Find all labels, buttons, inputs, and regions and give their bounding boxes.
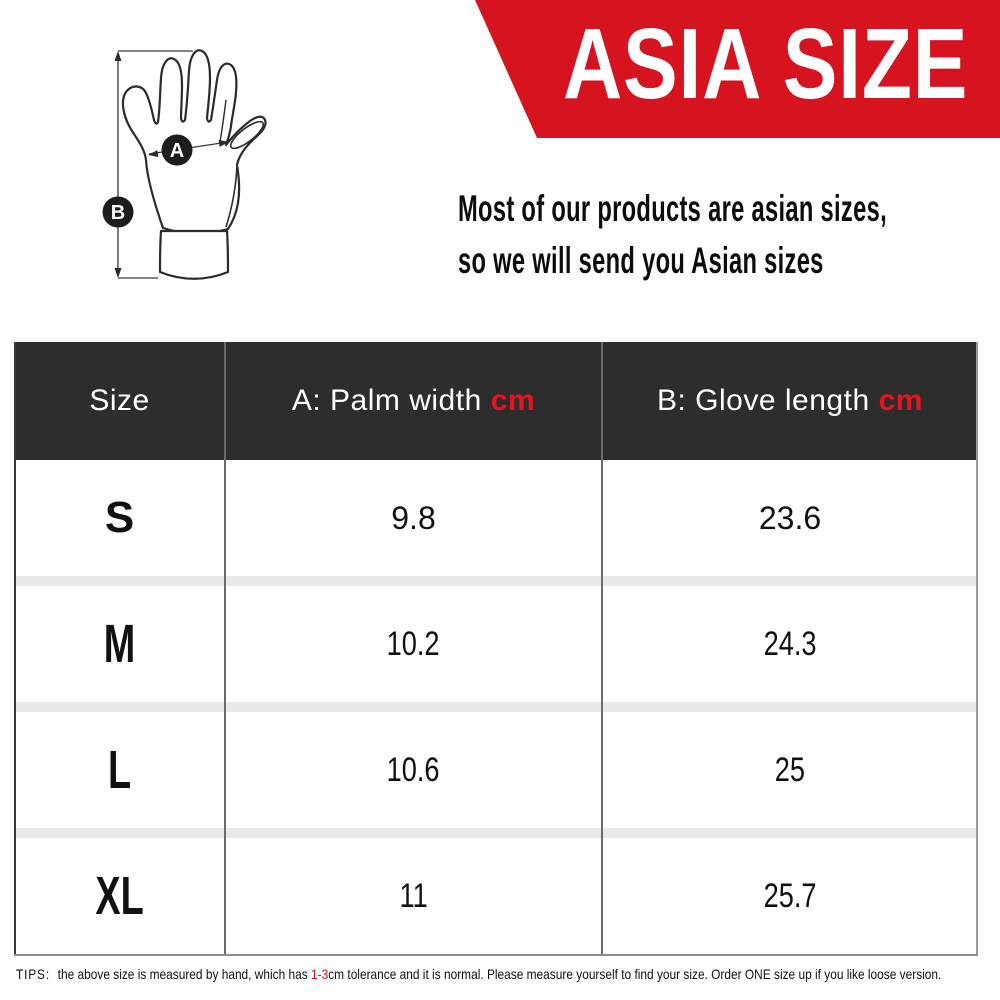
size-value: S xyxy=(104,493,135,542)
size-table: Size A: Palm width cm B: Glove length cm… xyxy=(14,342,978,956)
badge-b-label: B xyxy=(111,202,125,224)
palm-value: 10.2 xyxy=(387,624,440,663)
palm-value: 11 xyxy=(399,876,428,915)
glove-cuff xyxy=(158,229,230,280)
column-divider-2 xyxy=(601,342,603,954)
asia-size-banner: ASIA SIZE xyxy=(475,0,1000,138)
row-separator xyxy=(14,828,978,838)
badge-a-circle xyxy=(161,134,193,166)
tips-text-after: cm tolerance and it is normal. Please me… xyxy=(328,966,942,982)
header-length-unit: cm xyxy=(878,384,923,417)
arrow-down xyxy=(114,268,122,278)
palm-seam xyxy=(225,165,238,228)
row-separator xyxy=(14,576,978,586)
arrow-up xyxy=(114,51,122,61)
length-value: 25 xyxy=(774,750,806,789)
header-palm: A: Palm width cm xyxy=(225,342,602,460)
thumb-seam xyxy=(229,120,265,150)
palm-cell: 11 xyxy=(225,838,602,954)
palm-cell: 10.6 xyxy=(225,712,602,828)
size-value: XL xyxy=(95,866,144,926)
size-cell: XL xyxy=(14,838,225,954)
header-length-label: B: Glove length xyxy=(657,384,870,417)
table-border-left xyxy=(14,342,16,954)
table-row-m: M 10.2 24.3 xyxy=(14,586,978,702)
intro-line-1: Most of our products are asian sizes, xyxy=(458,188,887,229)
intro-text: Most of our products are asian sizes, so… xyxy=(458,183,998,287)
palm-value: 9.8 xyxy=(391,499,436,536)
intro-line-2: so we will send you Asian sizes xyxy=(458,240,824,281)
header-size: Size xyxy=(14,342,225,460)
header-palm-label: A: Palm width xyxy=(291,384,482,417)
tips-text-before: the above size is measured by hand, whic… xyxy=(57,966,312,982)
size-cell: M xyxy=(14,586,225,702)
header-palm-unit: cm xyxy=(490,384,536,417)
glove-length-line xyxy=(117,50,193,279)
size-value: M xyxy=(103,614,136,674)
tips-label: TIPS: xyxy=(16,966,51,982)
table-row-s: S 9.8 23.6 xyxy=(14,460,978,576)
column-divider-1 xyxy=(224,342,226,954)
table-header: Size A: Palm width cm B: Glove length cm xyxy=(14,342,978,460)
palm-cell: 10.2 xyxy=(225,586,602,702)
header-length: B: Glove length cm xyxy=(602,342,978,460)
tips-note: TIPS: the above size is measured by hand,… xyxy=(16,966,1000,982)
table-border-right xyxy=(976,342,978,954)
tips-highlight: 1-3 xyxy=(311,966,329,982)
glove-diagram: A B xyxy=(102,49,267,280)
length-value: 25.7 xyxy=(763,876,817,915)
table-row-xl: XL 11 25.7 xyxy=(14,838,978,954)
arrow-left xyxy=(148,150,159,157)
header-size-label: Size xyxy=(89,384,150,417)
palm-value: 10.6 xyxy=(387,750,440,789)
table-row-l: L 10.6 25 xyxy=(14,712,978,828)
size-cell: S xyxy=(14,460,225,576)
length-cell: 23.6 xyxy=(602,460,978,576)
glove-outline xyxy=(121,49,267,235)
row-separator xyxy=(14,702,978,712)
arrow-right xyxy=(218,139,229,147)
badge-b-circle xyxy=(102,196,134,228)
size-cell: L xyxy=(14,712,225,828)
length-cell: 24.3 xyxy=(602,586,978,702)
length-value: 24.3 xyxy=(763,624,817,663)
banner-title: ASIA SIZE xyxy=(563,7,969,120)
size-value: L xyxy=(107,740,132,800)
length-value: 23.6 xyxy=(758,499,822,536)
length-cell: 25 xyxy=(602,712,978,828)
badge-a-label: A xyxy=(170,140,184,162)
index-seam xyxy=(219,99,227,143)
length-cell: 25.7 xyxy=(602,838,978,954)
palm-cell: 9.8 xyxy=(225,460,602,576)
